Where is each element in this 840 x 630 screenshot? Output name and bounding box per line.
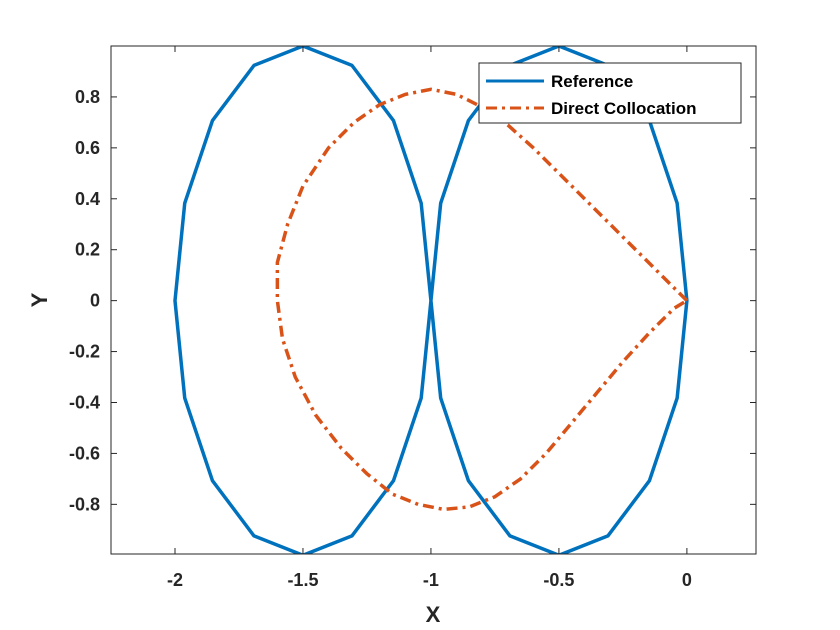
x-tick-label: -1 <box>423 570 439 590</box>
y-tick-label: -0.6 <box>69 443 100 463</box>
y-tick-label: 0 <box>90 291 100 311</box>
x-tick-label: 0 <box>682 570 692 590</box>
x-axis-ticks: -2 -1.5 -1 -0.5 0 <box>167 46 692 590</box>
y-tick-label: 0.8 <box>75 87 100 107</box>
y-tick-label: 0.2 <box>75 240 100 260</box>
series-line-direct-collocation <box>275 87 689 512</box>
x-axis-label: X <box>426 602 441 627</box>
legend-label-reference: Reference <box>551 72 633 91</box>
legend-box <box>478 62 742 124</box>
y-axis-label: Y <box>27 292 52 307</box>
plot-area <box>111 46 756 554</box>
y-axis-ticks: -0.8 -0.6 -0.4 -0.2 0 0.2 0.4 0.6 0.8 <box>69 87 756 514</box>
y-tick-label: 0.4 <box>75 189 100 209</box>
x-tick-label: -1.5 <box>287 570 318 590</box>
x-tick-label: -0.5 <box>543 570 574 590</box>
y-tick-label: -0.8 <box>69 494 100 514</box>
x-tick-label: -2 <box>167 570 183 590</box>
y-tick-label: -0.2 <box>69 342 100 362</box>
plot-border <box>110 45 757 555</box>
y-tick-label: 0.6 <box>75 138 100 158</box>
y-tick-label: -0.4 <box>69 392 100 412</box>
legend: Reference Direct Collocation <box>478 62 742 124</box>
legend-label-direct-collocation: Direct Collocation <box>551 99 696 118</box>
